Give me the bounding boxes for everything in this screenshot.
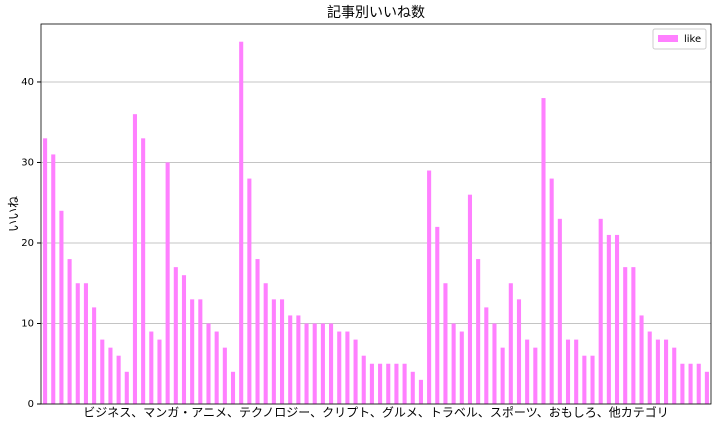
bar (508, 283, 513, 404)
bar (288, 315, 293, 404)
bar (345, 331, 350, 404)
bar (672, 347, 677, 404)
bar (443, 283, 448, 404)
bar (435, 226, 440, 404)
bar (190, 299, 195, 404)
bar (631, 267, 636, 404)
bar (304, 323, 309, 404)
bar (664, 339, 669, 404)
y-axis-label: いいね (7, 196, 21, 232)
legend-label: like (684, 34, 701, 45)
bar (149, 331, 154, 404)
bar (582, 355, 587, 404)
bar (312, 323, 317, 404)
bar (402, 363, 407, 404)
bar (492, 323, 497, 404)
bar (116, 355, 121, 404)
bar (378, 363, 383, 404)
bar (394, 363, 399, 404)
y-tick-label: 30 (21, 157, 34, 168)
bar (541, 98, 546, 404)
bar (108, 347, 113, 404)
bar (484, 307, 489, 404)
bar (680, 363, 685, 404)
bar (279, 299, 285, 404)
bar (59, 210, 64, 404)
bar (614, 234, 620, 404)
bar (655, 339, 660, 404)
plot-frame (40, 23, 712, 405)
y-tick-label: 40 (21, 77, 34, 88)
bar (704, 371, 709, 404)
bar (239, 41, 244, 405)
bar (696, 363, 701, 404)
bar (337, 331, 342, 404)
y-tick-label: 20 (21, 238, 34, 249)
bar (247, 178, 252, 404)
bar (549, 178, 554, 404)
bar (500, 347, 505, 404)
bar (230, 371, 236, 404)
bar (533, 347, 538, 404)
chart-title: 記事別いいね数 (327, 4, 425, 21)
bar (165, 162, 170, 404)
bar (467, 194, 473, 404)
legend-swatch (658, 35, 678, 42)
bar (427, 170, 432, 404)
bar (263, 283, 268, 404)
bar (353, 339, 358, 404)
bar (598, 218, 603, 404)
bar (459, 331, 464, 404)
bar (320, 323, 325, 404)
bar (83, 283, 88, 404)
bar (51, 154, 56, 404)
bar (639, 315, 644, 404)
bar (222, 347, 227, 404)
bar (296, 315, 301, 404)
bar (214, 331, 219, 404)
bar (623, 267, 628, 404)
bar (565, 339, 571, 404)
bar (271, 299, 276, 404)
bar (451, 323, 456, 404)
bar (132, 114, 138, 404)
bar (647, 331, 652, 404)
y-tick-label: 10 (21, 318, 34, 329)
bar (43, 138, 48, 405)
bar (557, 218, 562, 404)
bar (157, 339, 162, 404)
bar (329, 323, 334, 404)
bar (574, 339, 579, 404)
bar (92, 307, 97, 404)
bar (525, 339, 530, 404)
bar (206, 323, 211, 404)
bar (255, 259, 260, 404)
bar (100, 339, 105, 404)
legend-box (652, 28, 707, 50)
bar (369, 363, 374, 404)
bar (410, 371, 415, 404)
y-tick-label: 0 (28, 399, 34, 410)
bar (590, 355, 595, 404)
bar (386, 363, 391, 404)
bar (418, 379, 423, 404)
bar (198, 299, 203, 404)
bar (67, 259, 72, 404)
bar (688, 363, 693, 404)
bar (361, 355, 366, 404)
bar (124, 371, 129, 404)
bar (181, 275, 187, 404)
bar (476, 259, 481, 404)
bar (606, 234, 611, 404)
bar (75, 283, 80, 404)
bar (516, 299, 522, 404)
bar (173, 267, 178, 404)
bar (141, 138, 146, 405)
x-axis-label: ビジネス、マンガ・アニメ、テクノロジー、クリプト、グルメ、トラベル、スポーツ、お… (83, 405, 669, 420)
